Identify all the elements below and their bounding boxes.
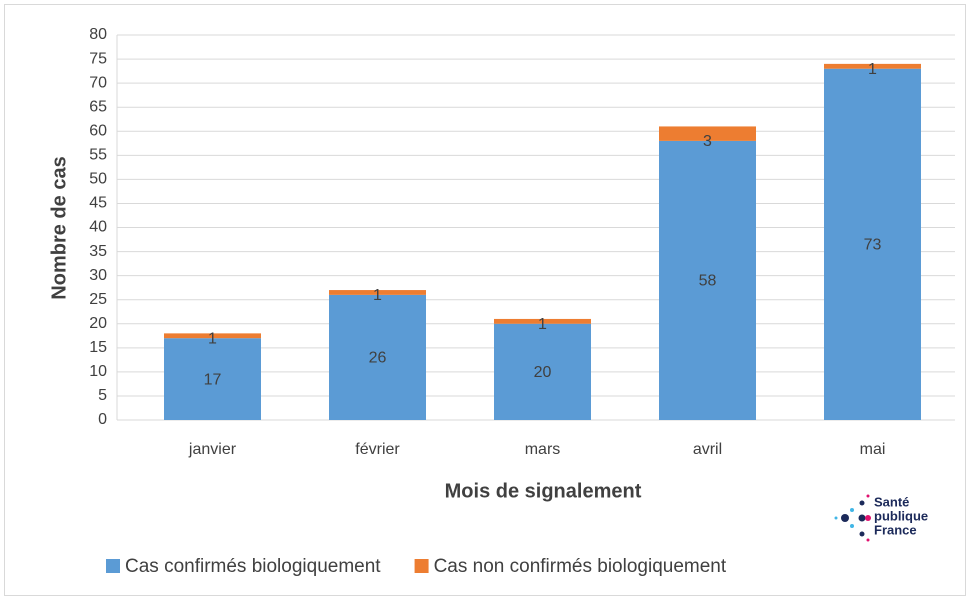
- y-tick-label: 0: [98, 411, 107, 428]
- x-axis-title: Mois de signalement: [445, 480, 642, 502]
- data-label: 58: [699, 273, 717, 290]
- y-axis-title: Nombre de cas: [48, 156, 70, 299]
- logo-text: Santé: [874, 494, 909, 509]
- x-tick-label: mai: [860, 441, 886, 458]
- data-label: 1: [208, 330, 217, 347]
- y-tick-label: 20: [89, 315, 107, 332]
- logo-text: France: [874, 522, 917, 537]
- legend-label: Cas non confirmés biologiquement: [434, 556, 727, 577]
- data-label: 1: [868, 61, 877, 78]
- y-tick-label: 55: [89, 147, 107, 164]
- bar-segment: [494, 318, 591, 324]
- y-tick-label: 65: [89, 98, 107, 115]
- x-tick-label: janvier: [188, 441, 237, 458]
- data-label: 26: [369, 350, 387, 367]
- x-tick-label: mars: [525, 441, 561, 458]
- data-label: 17: [204, 371, 222, 388]
- y-tick-label: 10: [89, 363, 107, 380]
- logo-text: publique: [874, 508, 928, 523]
- logo-dots: [834, 494, 871, 542]
- data-label: 1: [538, 316, 547, 333]
- y-tick-label: 50: [89, 171, 107, 188]
- y-tick-label: 70: [89, 74, 107, 91]
- bar-segment: [494, 323, 591, 420]
- data-label: 73: [864, 237, 882, 254]
- bar-segment: [329, 294, 426, 420]
- y-tick-label: 15: [89, 339, 107, 356]
- y-tick-label: 40: [89, 219, 107, 236]
- bar-segment: [659, 126, 756, 141]
- legend-swatch: [106, 559, 120, 573]
- x-tick-label: avril: [693, 441, 722, 458]
- x-tick-label: février: [355, 441, 400, 458]
- y-tick-label: 75: [89, 50, 107, 67]
- data-label: 1: [373, 287, 382, 304]
- bar-segment: [824, 63, 921, 69]
- y-tick-label: 30: [89, 267, 107, 284]
- legend-label: Cas confirmés biologiquement: [125, 556, 381, 577]
- legend-swatch: [414, 559, 429, 573]
- y-tick-label: 45: [89, 195, 107, 212]
- data-label: 3: [703, 133, 712, 150]
- y-tick-label: 35: [89, 243, 107, 260]
- bar-segment: [164, 338, 261, 420]
- y-tick-label: 5: [98, 387, 107, 404]
- bar-segment: [824, 68, 921, 420]
- y-tick-label: 60: [89, 122, 107, 139]
- bar-segment: [164, 333, 261, 339]
- data-label: 20: [534, 364, 552, 381]
- bar-segment: [329, 290, 426, 295]
- y-tick-label: 25: [89, 291, 107, 308]
- bar-segment: [659, 140, 756, 420]
- y-tick-label: 80: [89, 26, 107, 43]
